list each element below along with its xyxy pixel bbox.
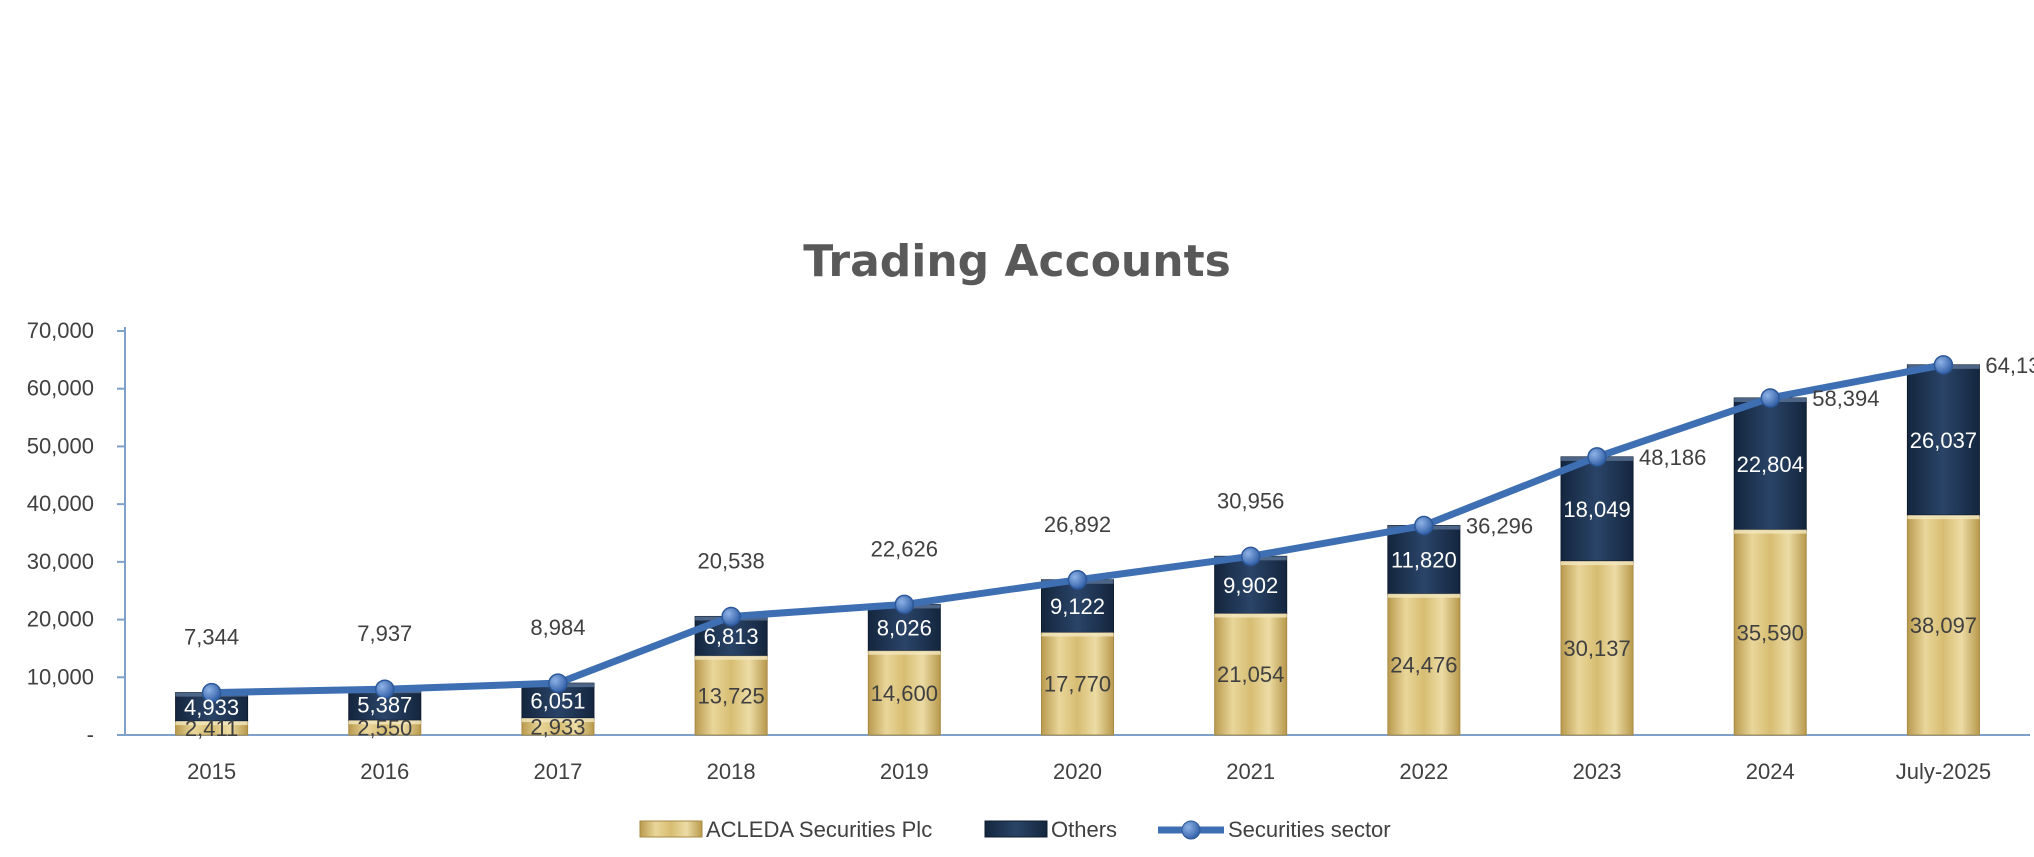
bar-acleda: [1214, 612, 1288, 736]
data-label-others: 22,804: [1737, 452, 1804, 477]
data-label-total: 26,892: [1044, 512, 1111, 537]
bar-acleda-bevel: [1041, 632, 1114, 637]
data-label-acleda: 30,137: [1563, 636, 1630, 661]
data-label-total: 36,296: [1466, 514, 1533, 539]
data-label-acleda: 14,600: [871, 681, 938, 706]
y-tick-label: 10,000: [27, 664, 94, 689]
data-label-others: 9,902: [1223, 573, 1278, 598]
bar-others: [1733, 397, 1807, 531]
data-label-total: 20,538: [697, 548, 764, 573]
line-point: [375, 679, 395, 699]
data-label-others: 4,933: [184, 695, 239, 720]
y-tick-label: 40,000: [27, 491, 94, 516]
bar-acleda-bevel: [175, 721, 248, 726]
data-label-total: 8,984: [530, 615, 585, 640]
data-label-acleda: 2,933: [530, 715, 585, 740]
x-tick-label: 2018: [707, 759, 756, 784]
data-label-others: 11,820: [1391, 548, 1457, 573]
line-point: [1587, 447, 1607, 467]
chart-title: Trading Accounts: [803, 236, 1231, 287]
line-point: [1933, 355, 1954, 375]
x-tick-label: 2022: [1399, 759, 1448, 784]
y-tick-label: 50,000: [27, 433, 94, 458]
data-label-total: 48,186: [1639, 445, 1706, 470]
data-label-acleda: 13,725: [697, 683, 764, 708]
x-tick-label: 2020: [1053, 759, 1102, 784]
bar-acleda-bevel: [1734, 529, 1807, 534]
data-label-others: 5,387: [357, 693, 412, 718]
data-label-acleda: 21,054: [1217, 662, 1284, 687]
bar-acleda: [1560, 560, 1634, 736]
legend-label-securities: Securities sector: [1228, 817, 1391, 842]
bar-acleda: [1733, 529, 1807, 736]
bars: [175, 364, 1980, 736]
bar-acleda-bevel: [1387, 593, 1460, 598]
bar-others: [1387, 525, 1461, 595]
series-line: [201, 355, 1954, 703]
legend-swatch-others: [984, 820, 1048, 838]
data-label-acleda: 35,590: [1737, 620, 1804, 645]
data-label-acleda: 38,097: [1910, 613, 1977, 638]
x-tick-label: July-2025: [1896, 759, 1991, 784]
legend-label-others: Others: [1051, 817, 1117, 842]
data-label-others: 9,122: [1050, 594, 1105, 619]
bar-acleda-bevel: [868, 650, 941, 655]
y-tick-label: 20,000: [27, 607, 94, 632]
data-label-others: 18,049: [1563, 497, 1630, 522]
y-tick-label: 60,000: [27, 376, 94, 401]
data-label-others: 8,026: [877, 616, 932, 641]
data-label-acleda: 2,411: [185, 716, 238, 741]
bar-acleda-bevel: [348, 720, 421, 725]
bar-acleda-bevel: [521, 718, 594, 723]
x-tick-label: 2023: [1573, 759, 1622, 784]
legend: ACLEDA Securities Plc Others Securities se…: [639, 817, 1391, 842]
data-label-acleda: 2,550: [357, 716, 412, 741]
legend-swatch-marker: [1181, 820, 1201, 840]
bar-acleda-bevel: [1214, 613, 1287, 618]
axes: - 10,000 20,000 30,000 40,000 50,000 60,000 70,…: [27, 318, 2030, 784]
line-point: [1414, 515, 1434, 536]
line-point: [894, 594, 915, 615]
line-point: [1067, 570, 1088, 590]
data-label-acleda: 17,770: [1044, 672, 1111, 697]
x-tick-label: 2015: [187, 759, 236, 784]
x-tick-label: 2021: [1226, 759, 1275, 784]
data-label-total: 64,134: [1985, 353, 2034, 378]
bar-acleda-bevel: [1561, 561, 1634, 566]
x-tick-label: 2024: [1746, 759, 1795, 784]
line-point: [721, 606, 741, 627]
bar-others: [1906, 364, 1980, 516]
y-tick-label: -: [87, 722, 94, 747]
data-label-others: 6,051: [530, 689, 585, 714]
data-label-acleda: 24,476: [1390, 652, 1457, 677]
y-tick-label: 70,000: [27, 318, 94, 343]
bar-acleda: [1387, 593, 1461, 736]
bar-acleda-bevel: [1907, 515, 1980, 520]
line-point: [548, 673, 568, 693]
legend-label-acleda: ACLEDA Securities Plc: [706, 817, 932, 842]
bar-acleda-bevel: [695, 655, 768, 660]
line-point: [1760, 388, 1780, 408]
data-label-total: 22,626: [871, 536, 938, 561]
legend-swatch-acleda: [639, 820, 703, 838]
data-label-others: 6,813: [704, 624, 759, 649]
x-tick-label: 2019: [880, 759, 929, 784]
bar-acleda: [867, 650, 941, 736]
bar-others: [175, 692, 249, 722]
data-label-total: 30,956: [1217, 488, 1284, 513]
bar-acleda: [1041, 631, 1114, 736]
data-label-total: 7,344: [184, 625, 239, 650]
line-point: [1240, 546, 1261, 567]
data-label-total: 58,394: [1812, 386, 1879, 411]
y-tick-label: 30,000: [27, 549, 94, 574]
x-tick-label: 2017: [533, 759, 582, 784]
x-tick-label: 2016: [360, 759, 409, 784]
data-label-others: 26,037: [1910, 428, 1977, 453]
data-label-total: 7,937: [357, 621, 412, 646]
line-point: [201, 682, 222, 703]
bar-others: [1560, 456, 1634, 562]
